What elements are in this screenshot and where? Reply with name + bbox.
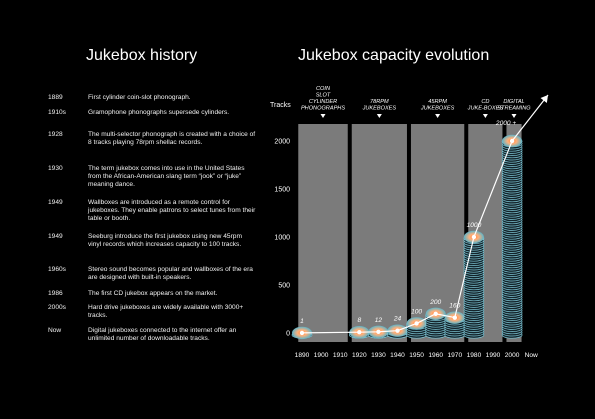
timeline-year: 1949 [48,233,63,240]
era-marker-arrow [511,114,517,118]
x-tick-label: 1890 [295,352,310,359]
data-label: 1000 [467,222,482,229]
y-tick-label: 1500 [274,187,290,194]
data-point [357,330,362,335]
y-tick-label: 1000 [274,235,290,242]
data-point [471,234,477,240]
chart-title: Jukebox capacity evolution [298,47,490,64]
timeline-text: Digital jukeboxes connected to the inter… [88,327,237,342]
era-label: 45RPM JUKEBOXES [420,99,455,112]
timeline-year: 1986 [48,290,63,297]
x-tick-label: 1900 [314,352,329,359]
timeline-text: First cylinder coin-slot phonograph. [88,94,191,101]
x-tick-label: 1940 [390,352,405,359]
trend-arrow-head [540,95,548,103]
x-tick-label: 1910 [333,352,348,359]
data-point [509,138,515,144]
era-marker-arrow [376,114,382,118]
timeline-text: Seeburg introduce the first jukebox usin… [88,233,242,248]
era-label: COIN SLOT CYLINDER PHONOGRAPHS [301,86,345,112]
data-label: 100 [411,308,422,315]
data-point [414,321,419,326]
timeline-text: The multi-selector phonograph is created… [88,131,256,146]
x-tick-label: 1960 [428,352,443,359]
timeline-year: 1928 [48,131,63,138]
data-point [376,329,381,335]
era-label: 78RPM JUKEBOXES [362,99,397,112]
timeline-text: The term jukebox comes into use in the U… [88,165,245,188]
era-panel [351,124,407,342]
record-stack [501,134,523,339]
timeline-text: Wallboxes are introduced as a remote con… [88,199,256,222]
x-tick-label: 1930 [371,352,386,359]
timeline-year: 2000s [48,304,66,311]
timeline-text: Gramophone phonographs supersede cylinde… [88,109,230,116]
x-tick-label: 1920 [352,352,367,359]
x-tick-label: 1970 [447,352,462,359]
x-tick-label: 1980 [467,352,482,359]
history-title: Jukebox history [86,47,198,64]
data-point [433,311,438,316]
timeline-year: 1930 [48,165,63,172]
timeline-year: 1910s [48,109,66,116]
era-marker-arrow [482,114,488,118]
timeline-text: The first CD jukebox appears on the mark… [88,290,218,297]
data-point [452,315,457,320]
timeline-year: 1949 [48,199,63,206]
era-panel [298,124,348,342]
y-axis-label: Tracks [270,102,291,109]
era-marker-arrow [435,114,441,118]
x-tick-label: 1950 [409,352,424,359]
data-label: 8 [357,317,361,324]
timeline-year: Now [48,327,62,334]
data-point [395,328,400,333]
x-tick-label: 1990 [486,352,501,359]
data-label: 160 [449,303,460,310]
trend-arrow-line [511,94,549,142]
timeline-year: 1960s [48,266,66,273]
data-label: 2000 + [495,120,517,127]
x-tick-label: Now [525,352,538,359]
era-marker-arrow [320,114,326,118]
y-tick-label: 500 [278,283,290,290]
era-panel [410,124,465,342]
x-tick-label: 2000 [505,352,520,359]
era-label: CD JUKE-BOXES [467,99,504,112]
era-label: DIGITAL STREAMING [497,99,531,112]
record-stack [463,230,485,339]
data-label: 12 [375,317,383,324]
data-label: 1 [300,318,304,325]
data-label: 200 [429,299,441,306]
timeline-text: Stereo sound becomes popular and wallbox… [88,266,253,281]
record-stack [444,311,466,339]
data-label: 24 [393,316,402,323]
timeline-text: Hard drive jukeboxes are widely availabl… [88,304,244,319]
data-point [299,330,305,336]
y-tick-label: 0 [286,331,290,338]
timeline-year: 1889 [48,94,63,101]
y-tick-label: 2000 [274,139,290,146]
